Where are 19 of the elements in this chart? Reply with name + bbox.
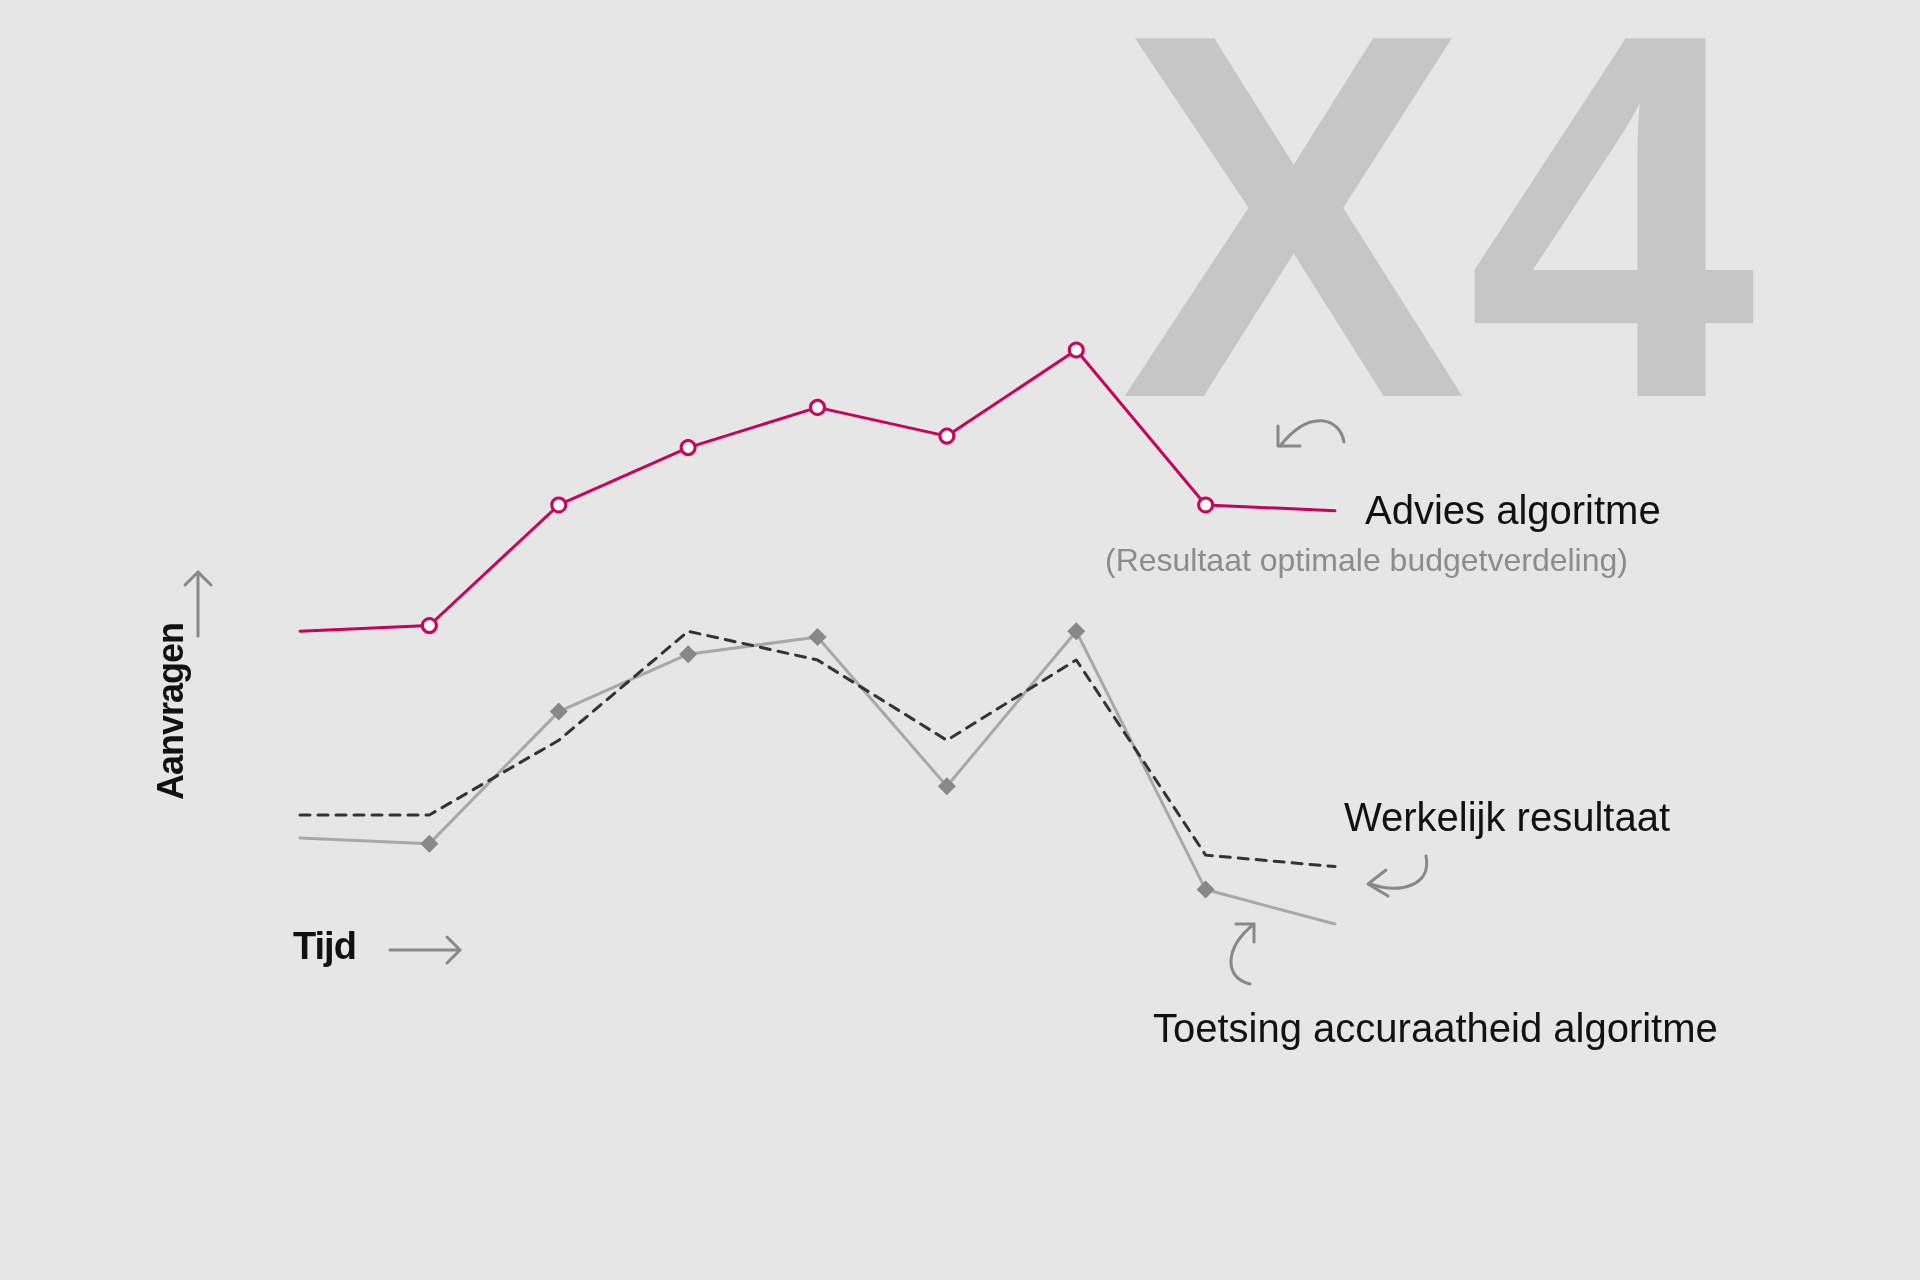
point (420, 617, 438, 635)
x-axis-title: Tijd (293, 925, 356, 968)
annotation: (Resultaat optimale budgetverdeling) (1105, 542, 1628, 579)
point (550, 496, 568, 514)
point (1067, 341, 1085, 359)
point (679, 645, 698, 664)
point (679, 439, 697, 457)
point (937, 777, 956, 796)
point (1067, 622, 1086, 641)
point (1197, 496, 1215, 514)
point (549, 702, 568, 721)
legend-label: Toetsing accuraatheid algoritme (1153, 1006, 1718, 1051)
point (809, 398, 826, 416)
point (1196, 880, 1215, 899)
point (808, 628, 827, 646)
y-axis-title: Aanvragen (150, 622, 192, 800)
point (938, 427, 956, 445)
series-label: Werkelijk resultaat (1344, 795, 1671, 840)
point (420, 834, 439, 853)
